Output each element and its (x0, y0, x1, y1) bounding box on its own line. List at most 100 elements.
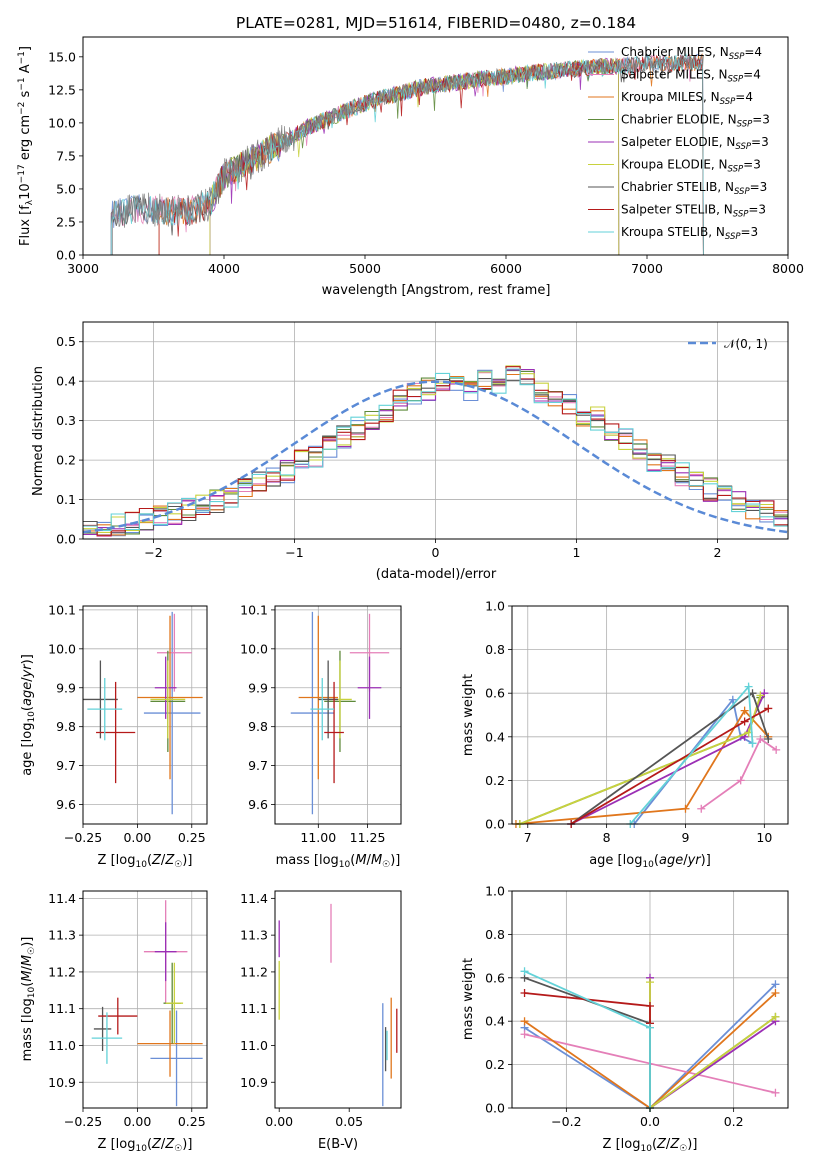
y-tick-label: 9.6 (56, 797, 76, 812)
x-tick-label: 7 (524, 830, 532, 845)
mass-weight-marker (520, 1030, 529, 1039)
age-vs-Z-xlabel: Z [log10(Z/Z☉)] (98, 853, 193, 870)
mass-weight-line (519, 697, 762, 825)
x-tick-label: 11.25 (350, 830, 386, 845)
y-tick-label: 1.0 (485, 599, 505, 614)
y-tick-label: 11.2 (48, 964, 76, 979)
mass-weight-vs-Z-ylabel: mass weight (461, 958, 476, 1040)
x-tick-label: −0.25 (64, 830, 102, 845)
y-tick-label: 7.5 (56, 148, 76, 163)
legend-label: Kroupa ELODIE, NSSP=3 (621, 158, 761, 175)
y-tick-label: 9.9 (248, 680, 268, 695)
mass-vs-Z-xlabel: Z [log10(Z/Z☉)] (98, 1137, 193, 1154)
mass-weight-marker (771, 980, 780, 989)
y-tick-label: 2.5 (56, 214, 76, 229)
y-tick-label: 9.8 (56, 719, 76, 734)
y-tick-label: 5.0 (56, 181, 76, 196)
y-tick-label: 9.7 (56, 758, 76, 773)
mass-weight-line (515, 709, 769, 825)
mass-weight-marker (697, 804, 706, 813)
mass-weight-vs-age-xlabel: age [log10(age/yr)] (589, 853, 711, 870)
y-tick-label: 10.0 (48, 641, 76, 656)
mass-weight-vs-age-ylabel: mass weight (461, 674, 476, 756)
age-vs-mass-xlabel: mass [log10(M/M☉)] (276, 853, 401, 870)
y-tick-label: 0.2 (56, 453, 76, 468)
x-tick-label: −0.2 (551, 1114, 581, 1129)
y-tick-label: 0.0 (485, 817, 505, 832)
x-tick-label: −2 (144, 545, 162, 560)
age-vs-mass-frame (274, 605, 402, 825)
y-tick-label: 15.0 (48, 49, 76, 64)
spectrum-ylabel: Flux [fλ10−17 erg cm−2 s−1 A−1] (17, 46, 35, 246)
mass-weight-marker (736, 776, 745, 785)
x-tick-label: −1 (285, 545, 303, 560)
x-tick-label: 0.05 (335, 1114, 363, 1129)
y-tick-label: 9.8 (248, 719, 268, 734)
mass-weight-marker (756, 691, 765, 700)
y-tick-label: 9.9 (56, 680, 76, 695)
observed-spectrum-line (112, 53, 704, 255)
x-tick-label: 9 (682, 830, 690, 845)
mass-weight-marker (646, 978, 654, 987)
y-tick-label: 11.4 (240, 891, 268, 906)
residuals-ylabel: Normed distribution (31, 366, 46, 496)
mass-vs-ebv-frame (274, 890, 402, 1109)
y-tick-label: 11.1 (240, 1001, 268, 1016)
mass-weight-marker (646, 1023, 654, 1032)
mass-vs-Z-ylabel: mass [log10(M/M☉)] (20, 937, 37, 1062)
legend-label: Kroupa STELIB, NSSP=3 (621, 225, 758, 242)
spectrum-frame (82, 36, 789, 256)
x-tick-label: 0.2 (724, 1114, 744, 1129)
y-tick-label: 11.1 (48, 1001, 76, 1016)
y-tick-label: 0.0 (56, 532, 76, 547)
y-tick-label: 0.2 (485, 1057, 505, 1072)
y-tick-label: 9.7 (248, 758, 268, 773)
y-tick-label: 0.8 (485, 927, 505, 942)
mass-weight-marker (728, 695, 737, 704)
mass-weight-marker (771, 988, 780, 997)
y-tick-label: 0.5 (56, 334, 76, 349)
y-tick-label: 12.5 (48, 82, 76, 97)
mass-vs-Z-frame (82, 890, 208, 1109)
y-tick-label: 10.1 (240, 602, 268, 617)
y-tick-label: 0.3 (56, 413, 76, 428)
mass-weight-marker (646, 1002, 654, 1011)
legend-label: Salpeter ELODIE, NSSP=3 (621, 135, 769, 152)
mass-weight-marker (520, 1017, 529, 1026)
y-tick-label: 0.6 (485, 686, 505, 701)
y-tick-label: 0.1 (56, 492, 76, 507)
y-tick-label: 11.0 (48, 1038, 76, 1053)
legend-label: Chabrier STELIB, NSSP=3 (621, 180, 767, 197)
y-tick-label: 0.2 (485, 773, 505, 788)
mass-vs-ebv-xlabel: E(B-V) (318, 1137, 358, 1152)
legend-label: Kroupa MILES, NSSP=4 (621, 90, 753, 107)
y-tick-label: 11.3 (48, 928, 76, 943)
y-tick-label: 0.4 (56, 374, 76, 389)
legend-label: Salpeter MILES, NSSP=4 (621, 68, 761, 85)
y-tick-label: 0.8 (485, 642, 505, 657)
mass-weight-marker (740, 706, 749, 715)
x-tick-label: 0.0 (640, 1114, 660, 1129)
mass-weight-marker (764, 704, 773, 713)
normal-distribution-curve (82, 380, 789, 534)
spectrum-model-line (110, 54, 704, 256)
spectrum-model-line (158, 53, 704, 256)
mass-weight-line (570, 707, 769, 825)
legend-label: Salpeter STELIB, NSSP=3 (621, 203, 766, 220)
mass-weight-marker (520, 967, 529, 976)
mass-weight-line (524, 976, 651, 1108)
x-tick-label: 7000 (631, 261, 663, 276)
x-tick-label: 0.00 (123, 1114, 151, 1129)
x-tick-label: 10 (756, 830, 772, 845)
y-tick-label: 11.2 (240, 964, 268, 979)
x-tick-label: 0.00 (265, 1114, 293, 1129)
mass-weight-marker (772, 745, 781, 754)
y-tick-label: 0.0 (485, 1101, 505, 1116)
y-tick-label: 11.3 (240, 928, 268, 943)
y-tick-label: 0.4 (485, 729, 505, 744)
legend-label: 𝒩(0, 1) (724, 337, 768, 351)
y-tick-label: 0.6 (485, 970, 505, 985)
mass-weight-line (700, 737, 777, 810)
y-tick-label: 0.4 (485, 1014, 505, 1029)
